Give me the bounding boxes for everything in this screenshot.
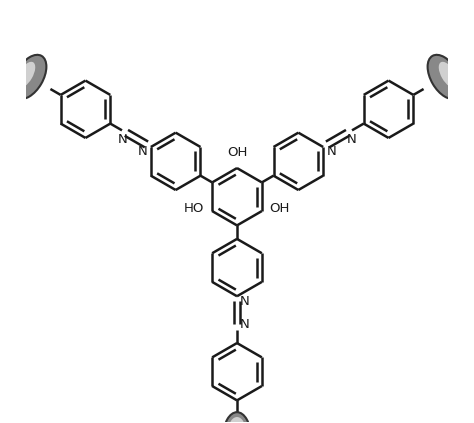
Ellipse shape (439, 62, 457, 88)
Text: N: N (240, 295, 249, 308)
Text: N: N (240, 318, 249, 331)
Text: N: N (346, 133, 356, 146)
Text: N: N (138, 145, 147, 157)
Text: OH: OH (269, 203, 290, 215)
Text: OH: OH (227, 146, 247, 159)
Text: N: N (327, 145, 336, 157)
Ellipse shape (428, 55, 462, 99)
Ellipse shape (223, 412, 251, 423)
Ellipse shape (12, 55, 46, 99)
Text: N: N (118, 133, 128, 146)
Ellipse shape (229, 417, 245, 423)
Text: HO: HO (184, 203, 205, 215)
Ellipse shape (17, 62, 35, 88)
